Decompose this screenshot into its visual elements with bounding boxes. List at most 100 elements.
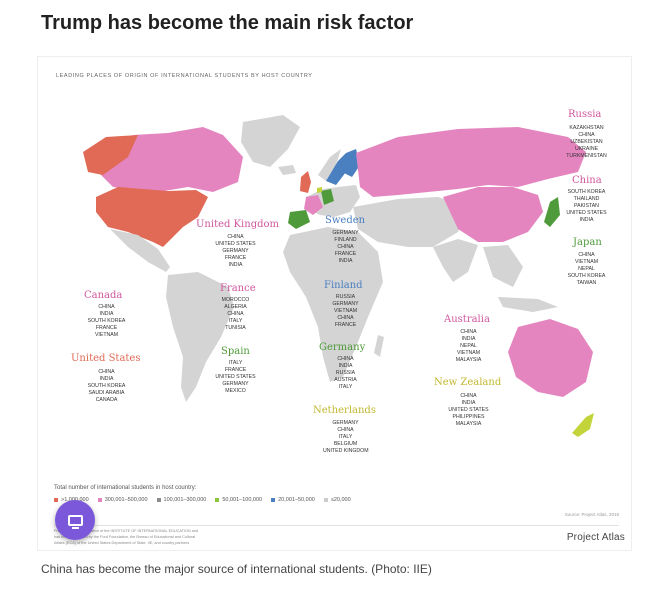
- origin-list-finland: RUSSIA GERMANY VIETNAM CHINA FRANCE: [323, 294, 368, 329]
- legend-swatch: [156, 498, 161, 502]
- legend-item: 20,001–50,000: [271, 497, 315, 503]
- iceland-shape: [278, 165, 296, 175]
- origin-item: INDIA: [579, 217, 594, 223]
- origin-item: TAIWAN: [576, 280, 597, 286]
- origin-list-sweden: GERMANY FINLAND CHINA FRANCE INDIA: [323, 230, 368, 265]
- china-shape: [443, 187, 543, 242]
- origin-item: VIETNAM: [574, 259, 599, 265]
- origin-item: MALAYSIA: [455, 357, 482, 363]
- middle-asia-shape: [353, 197, 468, 247]
- host-label-france: France: [220, 283, 256, 294]
- legend-label: ≤20,000: [330, 497, 351, 503]
- legend-label: 50,001–100,000: [222, 497, 263, 503]
- indonesia-shape: [498, 297, 558, 312]
- footnote-line: has been supported by the Ford Foundatio…: [54, 535, 196, 539]
- origin-item: INDIA: [99, 376, 114, 382]
- host-label-netherlands: Netherlands: [313, 405, 376, 416]
- origin-list-spain: ITALY FRANCE UNITED STATES GERMANY MEXIC…: [213, 360, 258, 395]
- origin-list-france: MOROCCO ALGERIA CHINA ITALY TUNISIA: [213, 297, 258, 332]
- origin-item: ALGERIA: [224, 304, 247, 310]
- host-label-australia: Australia: [444, 314, 490, 325]
- origin-item: VIETNAM: [94, 332, 119, 338]
- origin-item: FRANCE: [224, 367, 247, 373]
- origin-list-china: SOUTH KOREA THAILAND PAKISTAN UNITED STA…: [564, 189, 609, 224]
- australia-shape: [508, 319, 593, 397]
- figure-title: LEADING PLACES OF ORIGIN OF INTERNATIONA…: [56, 73, 313, 79]
- host-label-sweden: Sweden: [325, 215, 366, 226]
- legend: >1,000,000 300,001–500,000 100,001–300,0…: [54, 497, 351, 503]
- legend-label: 300,001–500,000: [104, 497, 148, 503]
- southeast-asia-shape: [483, 245, 523, 287]
- origin-item: CHINA: [460, 329, 477, 335]
- host-label-united-kingdom: United Kingdom: [196, 219, 279, 230]
- origin-item: UNITED STATES: [448, 407, 489, 413]
- legend-label: 20,001–50,000: [278, 497, 315, 503]
- origin-item: NEPAL: [578, 266, 595, 272]
- origin-item: ITALY: [228, 318, 243, 324]
- origin-item: SOUTH KOREA: [567, 189, 606, 195]
- origin-list-australia: CHINA INDIA NEPAL VIETNAM MALAYSIA: [446, 329, 491, 364]
- origin-item: INDIA: [228, 262, 243, 268]
- origin-item: RUSSIA: [335, 370, 356, 376]
- origin-item: INDIA: [338, 363, 353, 369]
- origin-item: UKRAINE: [574, 146, 599, 152]
- host-label-germany: Germany: [319, 342, 366, 353]
- france-shape: [304, 195, 323, 215]
- source-note: Source: Project Atlas, 2018: [564, 512, 619, 517]
- africa-shape: [283, 227, 383, 382]
- origin-list-netherlands: GERMANY CHINA ITALY BELGIUM UNITED KINGD…: [323, 420, 369, 455]
- origin-item: CHINA: [227, 311, 244, 317]
- origin-item: FRANCE: [224, 255, 247, 261]
- origin-item: ITALY: [228, 360, 243, 366]
- host-label-canada: Canada: [84, 290, 123, 301]
- article-headline: Trump has become the main risk factor: [41, 12, 414, 34]
- origin-item: GERMANY: [222, 248, 249, 254]
- origin-item: CHINA: [337, 244, 354, 250]
- origin-item: CHINA: [578, 252, 595, 258]
- origin-item: BELGIUM: [333, 441, 358, 447]
- united-kingdom-shape: [300, 171, 311, 193]
- screen-mirror-button[interactable]: [55, 500, 95, 540]
- origin-item: INDIA: [461, 336, 476, 342]
- footnote-line: Project Atlas is an initiative of the IN…: [54, 529, 199, 533]
- norway-shape: [318, 149, 341, 181]
- origin-item: VIETNAM: [333, 308, 358, 314]
- origin-item: GERMANY: [332, 230, 359, 236]
- origin-item: THAILAND: [573, 196, 600, 202]
- origin-item: CHINA: [337, 315, 354, 321]
- origin-item: CHINA: [460, 393, 477, 399]
- origin-list-canada: CHINA INDIA SOUTH KOREA FRANCE VIETNAM: [84, 304, 129, 339]
- legend-item: ≤20,000: [323, 497, 351, 503]
- origin-item: NEPAL: [460, 343, 477, 349]
- legend-label: 100,001–300,000: [163, 497, 207, 503]
- legend-item: 100,001–300,000: [156, 497, 207, 503]
- legend-swatch: [54, 498, 58, 502]
- origin-item: UNITED STATES: [566, 210, 607, 216]
- origin-item: SOUTH KOREA: [87, 318, 126, 324]
- host-label-finland: Finland: [324, 280, 363, 291]
- origin-item: SAUDI ARABIA: [88, 390, 125, 396]
- spain-shape: [288, 210, 310, 229]
- origin-item: INDIA: [461, 400, 476, 406]
- origin-item: FRANCE: [334, 251, 357, 257]
- origin-item: MALAYSIA: [455, 421, 482, 427]
- origin-item: CHINA: [227, 234, 244, 240]
- origin-item: CHINA: [337, 356, 354, 362]
- origin-item: GERMANY: [222, 381, 249, 387]
- alaska-shape: [83, 135, 138, 175]
- origin-item: PAKISTAN: [574, 203, 599, 209]
- origin-item: ITALY: [338, 384, 353, 390]
- origin-item: UNITED STATES: [215, 374, 256, 380]
- madagascar-shape: [374, 335, 384, 357]
- origin-item: CANADA: [95, 397, 118, 403]
- russia-shape: [356, 127, 586, 197]
- japan-shape: [544, 197, 560, 227]
- world-map: [83, 115, 594, 437]
- divider: [54, 525, 619, 526]
- origin-item: INDIA: [338, 258, 353, 264]
- origin-item: FRANCE: [95, 325, 118, 331]
- sweden-shape: [326, 153, 346, 185]
- mexico-shape: [110, 229, 170, 272]
- origin-list-united-kingdom: CHINA UNITED STATES GERMANY FRANCE INDIA: [213, 234, 258, 269]
- origin-item: SOUTH KOREA: [87, 383, 126, 389]
